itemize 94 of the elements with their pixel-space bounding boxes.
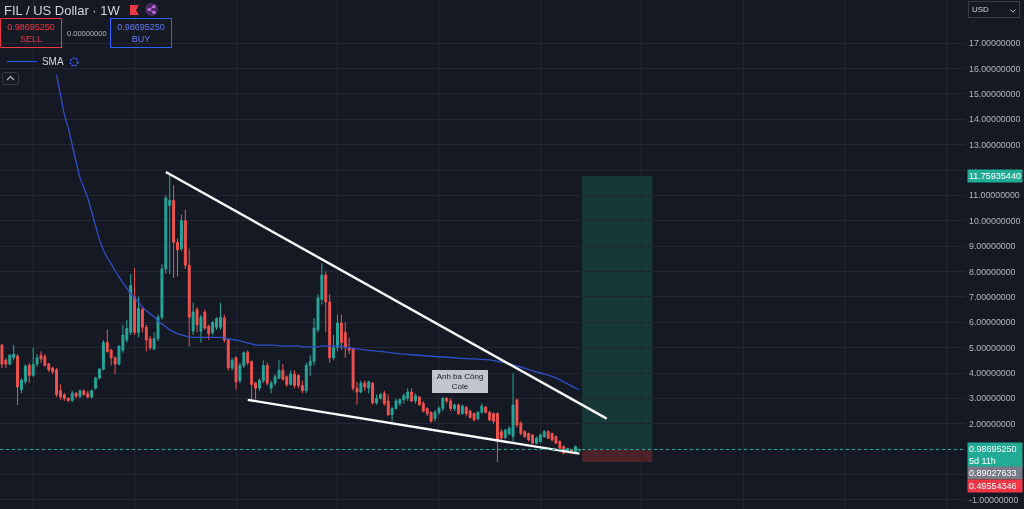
candlestick xyxy=(546,429,550,440)
candlestick xyxy=(230,357,234,371)
y-tick-label: 3.00000000 xyxy=(969,393,1016,404)
candlestick xyxy=(449,397,453,412)
line-series xyxy=(55,74,581,391)
candlestick xyxy=(503,428,507,440)
candlestick xyxy=(398,397,402,407)
annotation: 0.98695250 BUY xyxy=(117,22,165,44)
y-tick-label: 17.00000000 xyxy=(969,38,1021,49)
candlestick xyxy=(90,388,94,399)
y-tick-label: 8.00000000 xyxy=(969,266,1016,277)
candlestick xyxy=(31,347,35,378)
candlestick xyxy=(199,314,203,344)
text: 0.49554346 xyxy=(969,481,1017,491)
legend-label: SMA xyxy=(41,56,64,68)
y-tick-label: -1.00000000 xyxy=(969,494,1019,505)
candlestick xyxy=(375,394,378,406)
y-tick-label: 5.00000000 xyxy=(969,342,1016,353)
y-tick-label: 10.00000000 xyxy=(969,215,1021,226)
candlestick xyxy=(359,380,363,394)
y-tick-label: 6.00000000 xyxy=(969,317,1016,328)
candlestick xyxy=(55,367,59,398)
candlestick xyxy=(554,434,558,445)
candlestick xyxy=(414,392,417,404)
candlestick xyxy=(66,397,70,403)
candlestick xyxy=(179,213,183,252)
candlestick xyxy=(410,387,414,403)
candlestick xyxy=(133,267,137,336)
candlestick xyxy=(535,435,538,445)
candlestick xyxy=(218,302,222,331)
y-tick-label: 7.00000000 xyxy=(969,291,1016,302)
candlestick xyxy=(542,429,546,439)
candlestick xyxy=(538,433,542,444)
candlestick xyxy=(137,296,140,338)
y-tick-label: 13.00000000 xyxy=(969,139,1021,150)
y-tick-label: 15.00000000 xyxy=(969,88,1021,99)
candlestick xyxy=(550,432,554,443)
candlestick xyxy=(441,396,445,412)
candlestick xyxy=(378,392,382,401)
candlestick xyxy=(429,410,433,423)
candlestick xyxy=(265,362,269,387)
candlestick xyxy=(464,405,468,417)
candlestick xyxy=(86,390,90,399)
candlestick xyxy=(472,411,476,422)
candlestick xyxy=(531,433,535,445)
candlestick xyxy=(386,394,390,417)
candlestick xyxy=(371,381,375,406)
y-tick-label: 9.00000000 xyxy=(969,241,1016,252)
candlestick xyxy=(74,391,78,399)
candlestick xyxy=(234,356,238,391)
candlestick xyxy=(297,373,300,389)
y-tick-label: 16.00000000 xyxy=(969,63,1021,74)
annotation: 0.98695250 SELL xyxy=(7,22,55,44)
y-tick-label: 4.00000000 xyxy=(969,368,1016,379)
candlestick xyxy=(402,392,406,404)
candlestick xyxy=(0,343,4,369)
candlestick xyxy=(172,184,176,279)
candlestick xyxy=(488,410,492,422)
candlestick xyxy=(363,380,367,392)
text: USD xyxy=(972,5,990,14)
text: 11.75935440 xyxy=(969,171,1021,181)
candlestick xyxy=(511,372,515,443)
candlestick xyxy=(289,369,293,387)
candlestick xyxy=(43,353,47,368)
y-tick-label: 2.00000000 xyxy=(969,418,1016,429)
candlestick xyxy=(558,439,562,450)
candlestick xyxy=(16,353,20,406)
chart-title: FIL / US Dollar · 1W xyxy=(4,2,121,18)
candlestick xyxy=(195,306,199,333)
candlestick xyxy=(211,320,215,336)
candlestick xyxy=(406,387,410,402)
ref-line-label: 0.98695250 5d 11h xyxy=(969,444,1017,466)
candlestick xyxy=(70,390,74,403)
candlestick xyxy=(495,411,499,463)
y-tick-label: 14.00000000 xyxy=(969,114,1021,125)
candlestick xyxy=(78,388,82,399)
candlestick xyxy=(453,402,456,412)
candlestick xyxy=(293,369,297,389)
candlestick xyxy=(421,400,425,413)
candlestick xyxy=(168,174,172,275)
candlestick xyxy=(27,362,31,384)
candlestick xyxy=(191,302,195,336)
candlestick xyxy=(527,432,531,443)
candlestick xyxy=(468,409,472,420)
candlestick xyxy=(39,350,43,364)
candlestick xyxy=(12,344,16,361)
candlestick xyxy=(456,402,460,416)
candlestick xyxy=(433,409,437,422)
text: 0.89027633 xyxy=(969,468,1017,478)
candlestick xyxy=(367,380,371,394)
annotation: Anh ba Công Cole xyxy=(436,372,484,392)
y-tick-label: 11.00000000 xyxy=(969,190,1020,201)
candlestick xyxy=(460,404,464,416)
candlestick xyxy=(82,388,86,397)
